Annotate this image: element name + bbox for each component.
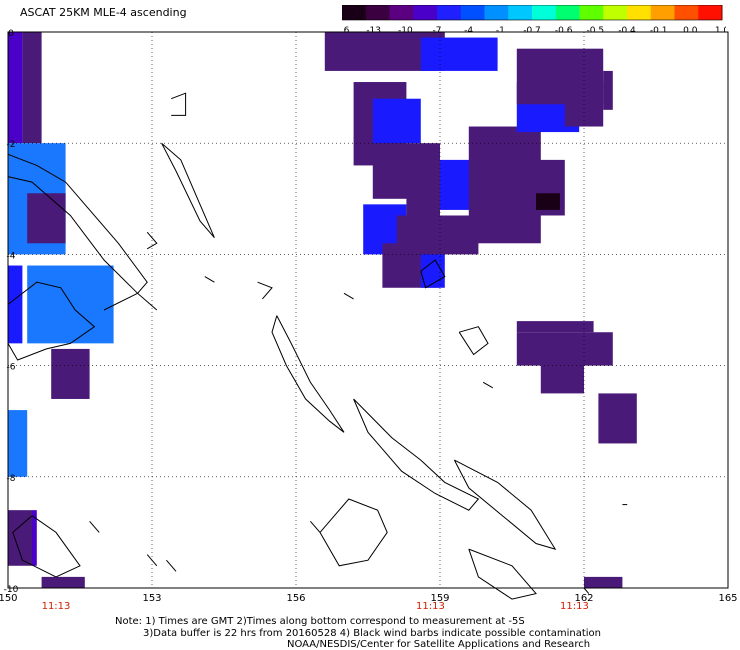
colorbar-label: -0.5 (587, 26, 605, 35)
colorbar-segment (579, 5, 604, 20)
colorbar-segment (603, 5, 628, 20)
coastline (482, 381, 494, 389)
coastline (146, 231, 158, 250)
x-tick-label: 153 (142, 593, 161, 604)
coastline (353, 398, 480, 511)
colorbar-segment (674, 5, 699, 20)
coastline (458, 326, 489, 356)
colorbar-segment (437, 5, 462, 20)
colorbar-label: -7 (433, 26, 442, 35)
colorbar-label: 1.0 (715, 26, 726, 35)
colorbar-segment (389, 5, 414, 20)
wind-swath-cell (516, 48, 604, 105)
x-tick-label: 162 (574, 593, 593, 604)
wind-swath-cell (8, 32, 23, 144)
wind-swath-cell (27, 265, 114, 344)
note-line-2: 3)Data buffer is 22 hrs from 20160528 4)… (143, 628, 601, 639)
time-label: 11:13 (42, 601, 71, 612)
wind-swath-cell (584, 576, 623, 588)
wind-swath-cell (603, 70, 613, 110)
x-tick-label: 150 (0, 593, 18, 604)
time-label: 11:13 (416, 601, 445, 612)
coastline (12, 515, 81, 578)
colorbar-segment (650, 5, 675, 20)
colorbar-segment (698, 5, 723, 20)
colorbar: -16 -13 -10 -7 -4 -1 -0.7 -0.6 -0.5 -0.4 -0.1 0.0 1.… (342, 5, 726, 35)
y-tick-label: -2 (7, 140, 16, 150)
colorbar-segment (627, 5, 652, 20)
wind-swath-cell (41, 576, 85, 588)
coastline (583, 587, 590, 594)
colorbar-segment (413, 5, 438, 20)
colorbar-label: -0.6 (555, 26, 573, 35)
colorbar-segment (555, 5, 580, 20)
coastline (420, 259, 446, 289)
colorbar-label: 0.0 (683, 26, 698, 35)
map-title: ASCAT 25KM MLE-4 ascending (20, 6, 187, 19)
coastline (310, 520, 321, 533)
wind-swath-cell (396, 215, 479, 255)
coastline (468, 548, 537, 600)
map-frame (7, 31, 729, 589)
wind-swath-cell (540, 354, 584, 394)
coastline (343, 292, 354, 300)
note-line-3: NOAA/NESDIS/Center for Satellite Applica… (287, 639, 591, 650)
colorbar-segment (342, 5, 367, 20)
coastline (319, 498, 388, 567)
note-line-1: Note: 1) Times are GMT 2)Times along bot… (115, 616, 525, 627)
colorbar-label: -0.1 (650, 26, 668, 35)
y-tick-label: -10 (4, 585, 19, 595)
x-tick-label: 156 (286, 593, 305, 604)
coastline (103, 292, 158, 311)
coastline (89, 520, 100, 533)
wind-swath-cell (420, 37, 498, 71)
wind-swath-cell (22, 32, 42, 144)
x-tick-label: 159 (430, 593, 449, 604)
colorbar-label: -0.7 (523, 26, 541, 35)
y-tick-label: -6 (7, 363, 16, 373)
wind-swath-cell (51, 348, 90, 399)
colorbar-frame (342, 5, 723, 21)
coastline (166, 559, 177, 572)
wind-swath-cell (32, 510, 37, 566)
colorbar-label: -16 (342, 26, 350, 35)
colorbar-segment (460, 5, 485, 20)
colorbar-label: -13 (366, 26, 381, 35)
x-tick-label: 165 (718, 593, 737, 604)
colorbar-segment (365, 5, 390, 20)
coastline (453, 459, 557, 550)
coastline (271, 315, 345, 433)
colorbar-segment (484, 5, 509, 20)
y-tick-label: -8 (7, 474, 16, 484)
colorbar-segment (508, 5, 533, 20)
coastline (161, 142, 215, 239)
coastline (171, 92, 187, 116)
colorbar-label: -1 (496, 26, 505, 35)
coastline (7, 281, 96, 361)
y-tick-label: -4 (7, 251, 16, 261)
wind-swath-cell (536, 193, 560, 210)
wind-swath-cell (8, 265, 23, 344)
wind-swath-cell (598, 393, 637, 444)
wind-swath-cell (27, 193, 66, 244)
coastline (7, 153, 148, 295)
colorbar-label: -4 (464, 26, 473, 35)
colorbar-label: -0.4 (618, 26, 636, 35)
wind-swath-cell (372, 98, 421, 144)
wind-swath-cell (516, 321, 594, 333)
coastline (204, 276, 215, 283)
wind-swath-cell (8, 410, 28, 477)
colorbar-segment (532, 5, 557, 20)
y-tick-label: 0 (8, 29, 14, 39)
colorbar-label: -10 (398, 26, 413, 35)
coastline (257, 281, 273, 300)
time-label: 11:13 (560, 601, 589, 612)
